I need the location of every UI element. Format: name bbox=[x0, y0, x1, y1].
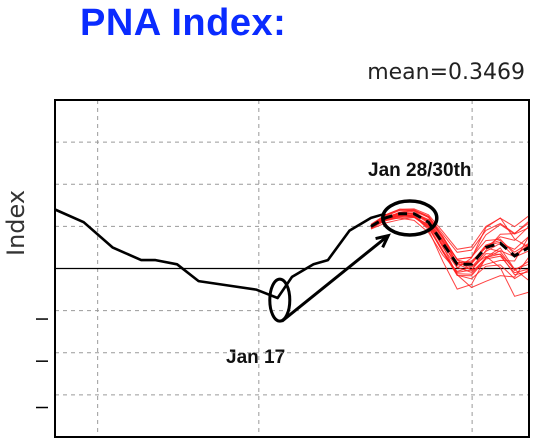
annotation-ellipse-jan-28-30 bbox=[381, 199, 439, 237]
mean-label: mean=0.3469 bbox=[367, 60, 525, 85]
ensemble-mean-line bbox=[370, 212, 530, 266]
observed-index-line bbox=[54, 208, 386, 300]
ensemble-member-line bbox=[370, 213, 530, 273]
ensemble-member-line bbox=[370, 217, 530, 297]
ensemble-member-line bbox=[370, 209, 530, 271]
annotation-jan-28-30: Jan 28/30th bbox=[368, 160, 472, 181]
annotation-arrow-head bbox=[375, 233, 391, 249]
ensemble-members bbox=[370, 208, 530, 297]
ensemble-member-line bbox=[370, 216, 530, 289]
annotation-ellipse-jan-17 bbox=[268, 277, 292, 323]
plot-frame bbox=[54, 99, 530, 438]
chart-title: PNA Index: bbox=[80, 2, 287, 44]
ensemble-member-line bbox=[370, 214, 530, 271]
ensemble-member-line bbox=[370, 209, 530, 253]
index-lines bbox=[54, 208, 530, 300]
annotation-arrow-shaft bbox=[281, 234, 390, 323]
annotation-shapes bbox=[268, 199, 439, 323]
ensemble-member-line bbox=[370, 208, 530, 250]
